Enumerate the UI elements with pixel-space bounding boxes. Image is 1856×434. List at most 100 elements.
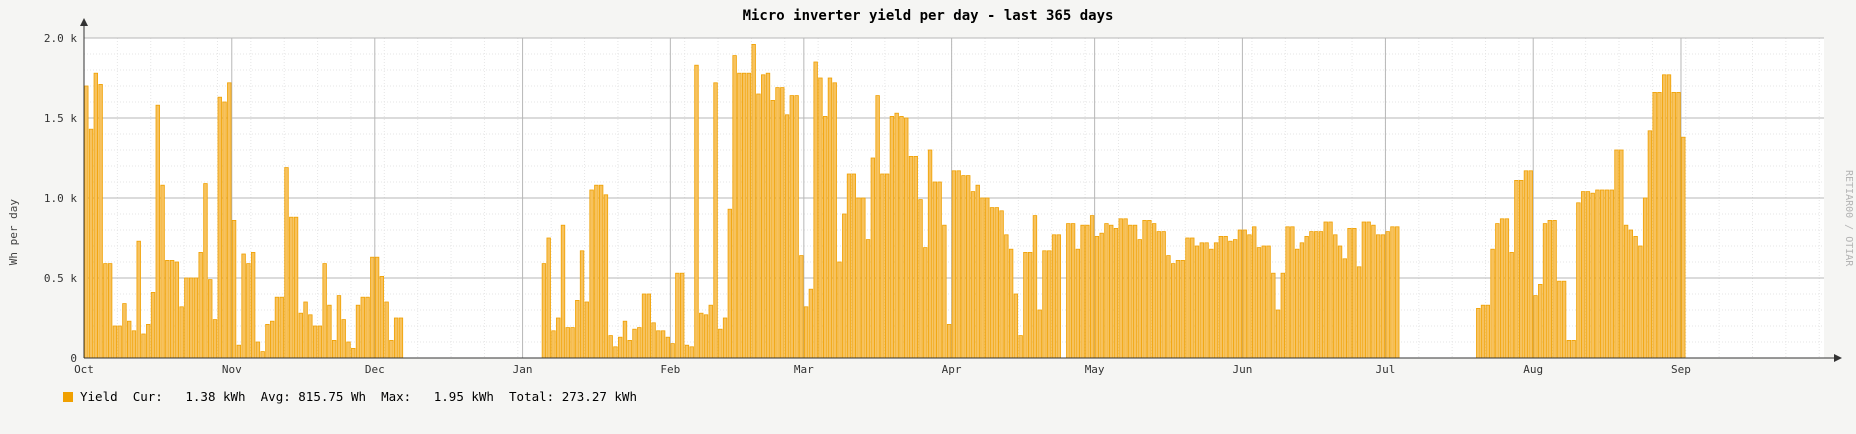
yield-bar xyxy=(246,263,251,359)
yield-bar xyxy=(1228,240,1233,359)
yield-bar xyxy=(1109,224,1114,359)
yield-bar xyxy=(312,325,318,359)
legend-swatch xyxy=(63,391,73,402)
yield-bar xyxy=(184,277,189,359)
yield-bar xyxy=(293,216,299,359)
yield-bar xyxy=(1147,219,1152,359)
yield-bar xyxy=(741,72,747,359)
yield-bar xyxy=(1499,218,1505,359)
yield-bar xyxy=(136,240,141,359)
yield-bar xyxy=(899,116,904,359)
yield-bar xyxy=(1318,231,1324,359)
chart-title: Micro inverter yield per day - last 365 … xyxy=(742,8,1114,24)
yield-bar xyxy=(317,325,323,359)
yield-bar xyxy=(1337,245,1343,359)
yield-bar xyxy=(880,173,885,359)
yield-bar xyxy=(770,100,775,359)
yield-bar xyxy=(551,330,556,359)
yield-bar xyxy=(1247,234,1252,359)
yield-bar xyxy=(331,339,337,359)
yield-bar xyxy=(670,343,675,359)
yield-bar xyxy=(618,336,623,359)
yield-bar xyxy=(970,191,976,359)
yield-bar xyxy=(608,335,613,359)
yield-bar xyxy=(985,197,990,359)
yield-bar xyxy=(1657,92,1662,359)
yield-bar xyxy=(1199,242,1204,359)
yield-bar xyxy=(231,219,237,359)
yield-bar xyxy=(1552,219,1557,359)
yield-bar xyxy=(165,259,170,359)
yield-bar xyxy=(1571,339,1576,359)
yield-bar xyxy=(1504,218,1510,359)
yield-bar xyxy=(303,301,308,359)
legend-max: Max: 1.95 kWh xyxy=(381,389,494,404)
yield-bar xyxy=(1175,259,1181,359)
yield-bar xyxy=(1080,224,1085,359)
yield-bar xyxy=(637,327,642,359)
yield-bar xyxy=(751,44,756,359)
yield-bar xyxy=(322,263,327,359)
yield-bar xyxy=(575,299,580,359)
yield-bar xyxy=(646,293,651,359)
yield-bar xyxy=(351,347,356,359)
yield-bar xyxy=(1075,248,1081,359)
yield-bar xyxy=(794,95,799,359)
yield-bar xyxy=(694,64,699,359)
yield-bar xyxy=(780,87,785,359)
yield-bar xyxy=(260,351,265,359)
yield-bar xyxy=(241,253,246,359)
yield-bar xyxy=(1128,224,1133,359)
yield-bar xyxy=(956,170,961,359)
x-tick-label: Aug xyxy=(1523,363,1543,376)
yield-bar xyxy=(284,167,289,359)
yield-bar xyxy=(784,114,790,359)
yield-bar xyxy=(727,208,733,359)
yield-bar xyxy=(651,322,656,359)
yield-bar xyxy=(613,346,618,359)
yield-bar xyxy=(1004,234,1009,359)
yield-bar xyxy=(1280,272,1286,359)
yield-bar xyxy=(1309,231,1314,359)
yield-bar xyxy=(298,312,303,359)
yield-bar xyxy=(1347,227,1352,359)
yield-bar xyxy=(1027,251,1033,359)
yield-bar xyxy=(1557,280,1562,359)
yield-bar xyxy=(827,77,833,359)
yield-bar xyxy=(1361,221,1367,359)
x-tick-label: Jun xyxy=(1232,363,1252,376)
yield-bar xyxy=(360,296,365,359)
yield-bar xyxy=(1352,227,1357,359)
watermark: RETIAR00 / OTIAR xyxy=(1843,170,1854,267)
yield-bar xyxy=(217,96,222,359)
yield-bar xyxy=(932,181,938,359)
yield-bar xyxy=(675,272,680,359)
yield-bar xyxy=(579,250,585,359)
yield-bar xyxy=(146,323,151,359)
yield-bar xyxy=(660,330,666,359)
yield-bar xyxy=(1561,280,1567,359)
yield-bar xyxy=(713,82,718,359)
yield-bar xyxy=(884,173,890,359)
yield-bar xyxy=(1638,245,1643,359)
legend-label: Yield xyxy=(80,389,118,404)
yield-bar xyxy=(1089,215,1095,359)
yield-bar xyxy=(1209,248,1214,359)
yield-bar xyxy=(150,291,156,359)
yield-bar xyxy=(737,72,742,359)
yield-bar xyxy=(198,251,203,359)
yield-bar xyxy=(1604,189,1610,359)
yield-bar xyxy=(541,263,547,359)
yield-bar xyxy=(160,184,165,359)
yield-bar xyxy=(193,277,199,359)
yield-bar xyxy=(117,325,122,359)
yield-bar xyxy=(1590,192,1595,359)
yield-bar xyxy=(370,256,375,359)
yield-bar xyxy=(865,239,871,359)
yield-bar xyxy=(203,183,208,359)
yield-bar xyxy=(689,346,694,359)
y-tick-label: 0 xyxy=(70,352,77,365)
yield-bar xyxy=(1180,259,1185,359)
yield-bar xyxy=(336,295,342,359)
yield-bar xyxy=(1123,218,1128,359)
